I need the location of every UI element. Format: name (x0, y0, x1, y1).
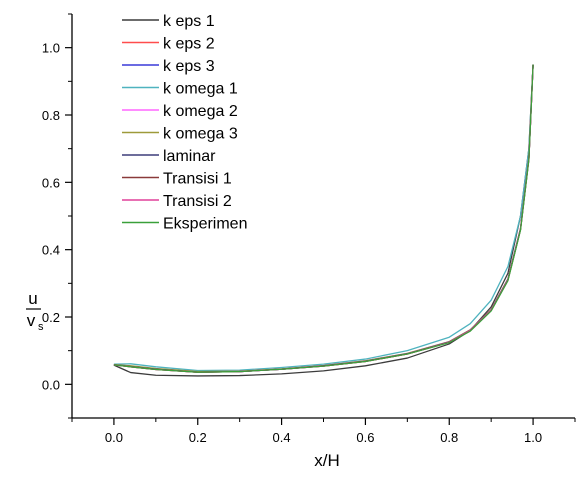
series-line-k-omega-1 (113, 64, 534, 372)
legend-label: Eksperimen (163, 216, 247, 233)
x-tick-label: 1.0 (524, 430, 542, 445)
y-axis-title-denominator-subscript: s (38, 321, 44, 333)
legend-label: Transisi 2 (163, 193, 232, 210)
x-tick-label: 0.2 (189, 430, 207, 445)
legend-label: k eps 2 (163, 36, 215, 53)
y-tick-label: 0.4 (42, 243, 60, 258)
series-lines (113, 64, 534, 377)
y-axis-title-denominator: v (27, 311, 36, 330)
y-axis-title: u v s (26, 289, 44, 333)
x-tick-label: 0.0 (105, 430, 123, 445)
x-tick-label: 0.6 (356, 430, 374, 445)
legend-label: k omega 3 (163, 126, 238, 143)
y-tick-label: 0.0 (42, 377, 60, 392)
series-line-k-eps-1 (113, 64, 534, 377)
legend-label: k eps 3 (163, 58, 215, 75)
x-tick-label: 0.8 (440, 430, 458, 445)
legend: k eps 1 k eps 2 k eps 3 k omega 1 k omega 2 k… (122, 13, 247, 233)
legend-label: laminar (163, 148, 216, 165)
legend-label: Transisi 1 (163, 171, 232, 188)
y-axis-title-numerator: u (28, 289, 37, 308)
y-ticks: 0.0 0.2 0.4 0.6 0.8 1.0 (42, 13, 72, 419)
y-tick-label: 1.0 (42, 41, 60, 56)
legend-label: k omega 2 (163, 103, 238, 120)
y-tick-label: 0.2 (42, 310, 60, 325)
x-ticks: 0.0 0.2 0.4 0.6 0.8 1.0 (71, 418, 576, 445)
x-tick-label: 0.4 (273, 430, 291, 445)
x-axis-title: x/H (314, 451, 340, 470)
legend-label: k eps 1 (163, 13, 215, 30)
legend-label: k omega 1 (163, 81, 238, 98)
y-tick-label: 0.6 (42, 175, 60, 190)
series-line-eksperimen (113, 64, 534, 373)
y-tick-label: 0.8 (42, 108, 60, 123)
